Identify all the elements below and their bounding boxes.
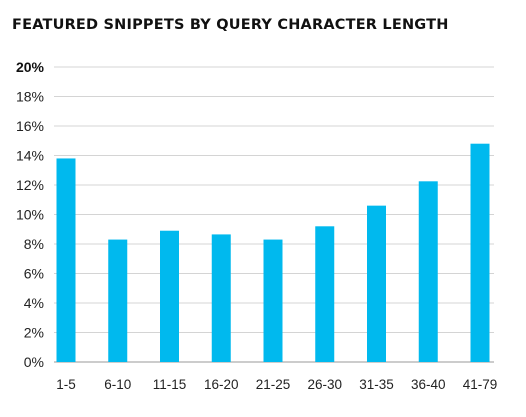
bar-41-79 <box>470 143 490 362</box>
x-tick-label: 1-5 <box>56 377 76 392</box>
x-tick-label: 26-30 <box>307 377 342 392</box>
y-axis-ticks: 0% 2% 4% 6% 8% 10% 12% 14% 16% 18% 20% <box>16 59 45 370</box>
y-tick-label: 18% <box>16 89 44 105</box>
y-tick-label: 0% <box>24 354 44 370</box>
bar-11-15 <box>160 230 179 362</box>
chart-title: FEATURED SNIPPETS BY QUERY CHARACTER LEN… <box>12 17 449 33</box>
y-tick-label: 6% <box>24 266 44 282</box>
x-tick-label: 16-20 <box>204 377 239 392</box>
y-tick-label: 12% <box>16 177 44 193</box>
x-axis-ticks: 1-5 6-10 11-15 16-20 21-25 26-30 31-35 36-40 41-… <box>56 377 497 392</box>
y-tick-label: 4% <box>24 295 44 311</box>
y-tick-label: 10% <box>16 207 44 223</box>
bar-6-10 <box>108 239 128 362</box>
y-tick-label: 14% <box>16 148 44 164</box>
bar-26-30 <box>315 226 335 362</box>
bar-21-25 <box>263 239 283 362</box>
bar-36-40 <box>418 181 438 362</box>
x-tick-label: 41-79 <box>463 377 498 392</box>
x-tick-label: 31-35 <box>359 377 394 392</box>
bar-16-20 <box>211 234 231 362</box>
x-tick-label: 11-15 <box>153 377 187 392</box>
y-tick-label: 8% <box>24 236 44 252</box>
bars <box>56 143 490 362</box>
y-tick-label: 20% <box>16 59 45 75</box>
bar-31-35 <box>367 205 386 362</box>
y-tick-label: 2% <box>24 325 44 341</box>
x-tick-label: 36-40 <box>411 377 446 392</box>
y-tick-label: 16% <box>16 118 44 134</box>
x-tick-label: 6-10 <box>104 377 131 392</box>
x-tick-label: 21-25 <box>256 377 291 392</box>
bar-1-5 <box>56 158 76 362</box>
